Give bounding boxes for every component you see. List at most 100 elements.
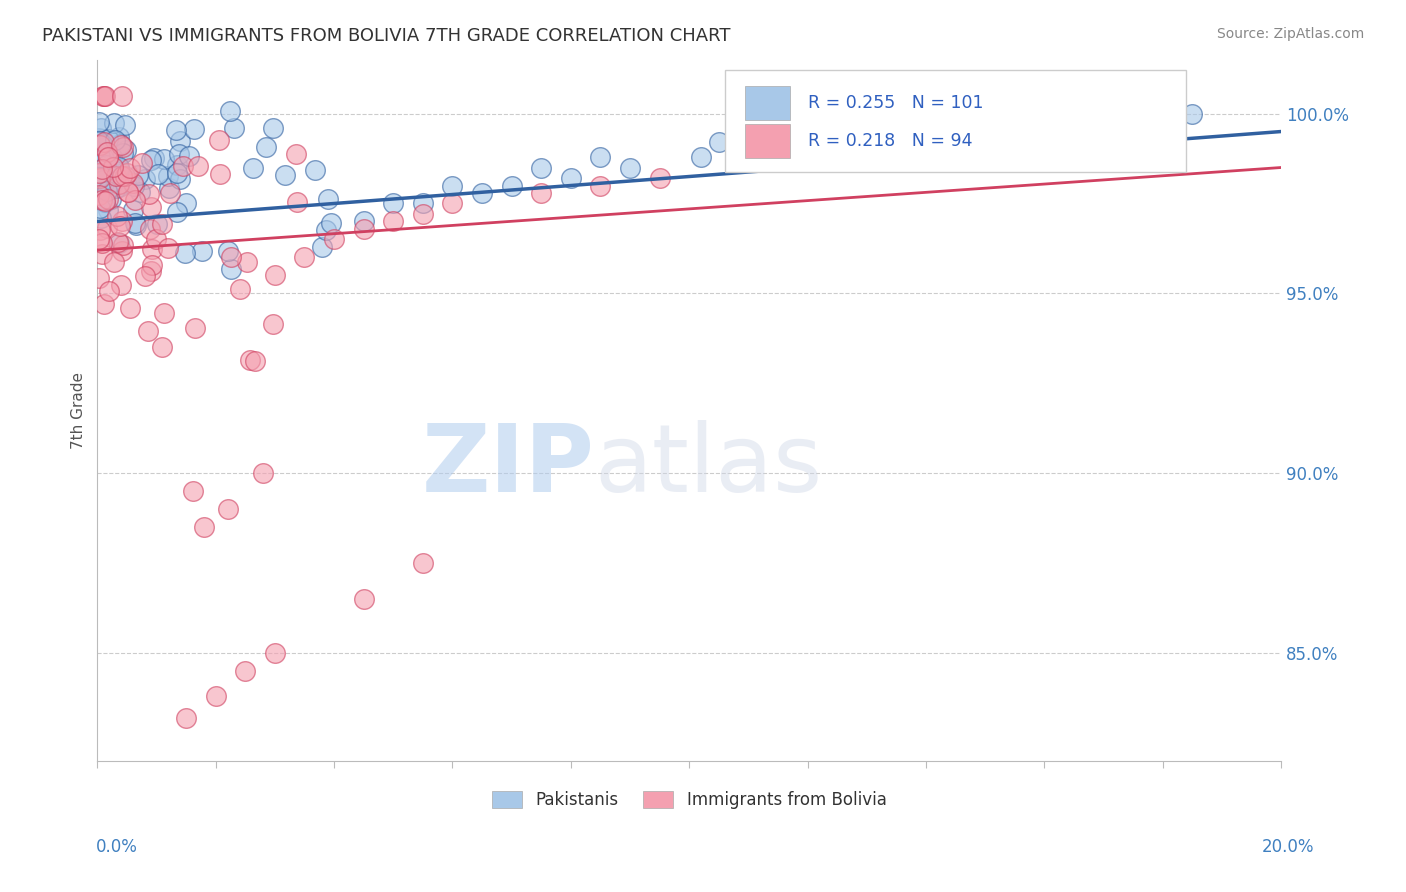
Point <box>94 194 117 208</box>
Point <box>97 203 120 218</box>
Point <box>166 205 188 219</box>
Point <box>93 88 115 103</box>
Point <box>501 178 523 193</box>
Point <box>96 145 118 159</box>
Point <box>97 131 120 145</box>
Point <box>125 218 148 232</box>
Point <box>96 220 118 235</box>
Point <box>233 664 256 678</box>
Point <box>96 158 118 172</box>
Point <box>98 284 121 298</box>
Text: R = 0.218   N = 94: R = 0.218 N = 94 <box>807 132 972 150</box>
Point <box>122 179 145 194</box>
Point <box>179 149 201 163</box>
Point <box>157 181 180 195</box>
Point <box>111 238 134 252</box>
Point <box>239 353 262 368</box>
Point <box>150 217 173 231</box>
Point <box>110 137 132 152</box>
Point <box>108 235 131 250</box>
Point <box>91 235 114 250</box>
Point <box>173 245 195 260</box>
Point <box>87 158 110 172</box>
Point <box>89 150 111 164</box>
Point <box>441 178 464 193</box>
Point <box>208 133 231 147</box>
Point <box>87 166 110 180</box>
Point <box>87 115 110 129</box>
Point <box>93 176 115 190</box>
Point <box>323 232 346 246</box>
Point <box>169 171 191 186</box>
Point <box>138 187 160 202</box>
Point <box>107 235 129 249</box>
Point <box>264 268 287 283</box>
Point <box>87 270 110 285</box>
Point <box>353 221 375 235</box>
Point <box>145 232 167 246</box>
Point <box>100 150 122 164</box>
Point <box>117 185 139 199</box>
Point <box>243 353 266 368</box>
Point <box>87 170 110 185</box>
Point <box>108 137 131 152</box>
Point <box>304 163 326 178</box>
Point <box>114 118 136 132</box>
Point <box>107 161 129 176</box>
Point <box>103 116 125 130</box>
Point <box>1139 113 1161 128</box>
Point <box>589 150 612 164</box>
Point <box>229 282 252 296</box>
Point <box>117 185 139 199</box>
Point <box>103 160 125 174</box>
Point <box>153 306 176 320</box>
Point <box>707 136 730 150</box>
Point <box>89 188 111 202</box>
Point <box>100 192 122 206</box>
Point <box>319 216 342 230</box>
Point <box>118 161 141 176</box>
Point <box>94 194 117 209</box>
Point <box>183 121 205 136</box>
Point <box>169 134 191 148</box>
Point <box>141 258 163 272</box>
Point <box>96 184 118 198</box>
Text: atlas: atlas <box>595 420 823 513</box>
Point <box>108 219 131 233</box>
Point <box>174 711 197 725</box>
Point <box>89 171 111 186</box>
Point <box>262 121 284 136</box>
Point <box>94 162 117 177</box>
Point <box>262 317 284 331</box>
Point <box>93 135 115 149</box>
Point <box>139 153 162 167</box>
Point <box>530 186 553 200</box>
Point <box>294 251 316 265</box>
Point <box>254 140 277 154</box>
Text: PAKISTANI VS IMMIGRANTS FROM BOLIVIA 7TH GRADE CORRELATION CHART: PAKISTANI VS IMMIGRANTS FROM BOLIVIA 7TH… <box>42 27 731 45</box>
Bar <box>745 124 790 158</box>
Point <box>128 185 150 199</box>
Point <box>111 169 134 183</box>
Point <box>796 124 818 138</box>
Point <box>87 232 110 246</box>
Point <box>89 201 111 215</box>
Point <box>96 150 118 164</box>
Point <box>141 201 163 215</box>
Point <box>91 132 114 146</box>
Point <box>91 172 114 186</box>
Text: 0.0%: 0.0% <box>96 838 138 855</box>
Point <box>90 211 112 226</box>
Point <box>90 151 112 165</box>
Point <box>219 262 242 277</box>
Point <box>124 216 146 230</box>
Point <box>89 138 111 153</box>
Point <box>103 254 125 268</box>
Point <box>108 130 131 145</box>
Point <box>181 483 204 498</box>
Point <box>118 301 141 316</box>
Point <box>353 592 375 607</box>
Point <box>273 168 295 182</box>
Point <box>90 247 112 261</box>
Point <box>264 646 287 660</box>
